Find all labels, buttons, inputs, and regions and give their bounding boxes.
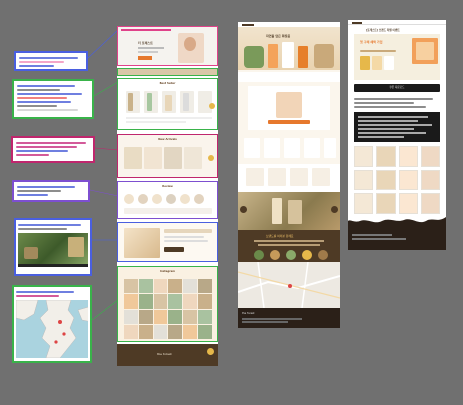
product-card[interactable] <box>354 193 374 214</box>
instagram-tile[interactable] <box>124 324 138 339</box>
next-arrow-icon[interactable] <box>208 155 214 161</box>
product-card[interactable] <box>398 193 418 214</box>
product-card[interactable] <box>376 193 396 214</box>
new-arrivals-section: New Arrivals <box>117 134 218 178</box>
instagram-tile[interactable] <box>153 309 168 324</box>
annotation-1 <box>14 51 88 71</box>
instagram-tile[interactable] <box>183 279 198 294</box>
footer-logo: the forest <box>157 352 172 356</box>
page-b-hero: 자연을 담은 화장품 <box>238 22 340 70</box>
instagram-tile[interactable] <box>124 309 138 324</box>
instagram-tile[interactable] <box>138 324 153 339</box>
instagram-tile[interactable] <box>153 324 168 339</box>
footer: the forest <box>117 344 218 366</box>
instagram-tile[interactable] <box>138 309 153 324</box>
product-card[interactable] <box>398 169 418 191</box>
instagram-tile[interactable] <box>168 324 183 339</box>
page-b-brand-heading: 브랜드를 여러분 함께요 <box>266 234 294 238</box>
page-c-product-grid <box>354 146 440 214</box>
instagram-tile[interactable] <box>183 294 198 309</box>
instagram-tile[interactable] <box>153 279 168 294</box>
page-b-footer: the forest <box>238 308 340 328</box>
page-b-hero-title: 자연을 담은 화장품 <box>266 34 291 38</box>
product-card[interactable] <box>420 193 440 214</box>
hero-label: 더 포레스트 <box>138 41 153 45</box>
page-c-banner-text: 첫 구매 혜택 가입 <box>360 40 383 44</box>
hero-section: 더 포레스트 <box>117 26 218 66</box>
product-card[interactable] <box>376 146 396 167</box>
best-seller-section: Best Seller <box>117 78 218 130</box>
instagram-tile[interactable] <box>198 279 212 294</box>
annotation-6 <box>12 285 92 363</box>
map-thumbnail[interactable] <box>16 300 88 358</box>
page-b-map[interactable] <box>238 262 340 308</box>
instagram-tile[interactable] <box>198 309 212 324</box>
top-button[interactable] <box>207 348 214 355</box>
instagram-tile[interactable] <box>153 294 168 309</box>
instagram-tile[interactable] <box>124 279 138 294</box>
page-c: [포레스트] 브랜드 특별 이벤트 첫 구매 혜택 가입 쿠폰 다운로드 <box>348 20 446 250</box>
page-c-banner: 첫 구매 혜택 가입 <box>354 34 440 80</box>
product-card[interactable] <box>398 146 418 167</box>
annotation-2 <box>12 79 94 119</box>
page-c-hero-title: [포레스트] 브랜드 특별 이벤트 <box>366 29 400 32</box>
instagram-tile[interactable] <box>124 294 138 309</box>
product-card[interactable] <box>354 146 374 167</box>
page-b-brand: 브랜드를 여러분 함께요 <box>238 230 340 262</box>
instagram-tile[interactable] <box>198 294 212 309</box>
instagram-tile[interactable] <box>168 279 183 294</box>
page-c-footer <box>348 215 446 250</box>
instagram-tile[interactable] <box>138 279 153 294</box>
instagram-tile[interactable] <box>138 294 153 309</box>
page-b: 자연을 담은 화장품 브랜드를 여러분 함께요 <box>238 22 340 328</box>
instagram-tile[interactable] <box>168 294 183 309</box>
center-page: 더 포레스트 Best Seller New Arrivals Review <box>117 26 218 366</box>
prev-arrow-icon[interactable] <box>240 206 247 213</box>
coupon-download-button[interactable]: 쿠폰 다운로드 <box>354 84 440 92</box>
video-thumbnail[interactable] <box>18 233 88 267</box>
instagram-tile[interactable] <box>168 309 183 324</box>
product-card[interactable] <box>354 169 374 191</box>
instagram-tile[interactable] <box>198 324 212 339</box>
page-b-carousel[interactable] <box>238 192 340 230</box>
next-arrow-icon[interactable] <box>209 103 215 109</box>
instagram-tile[interactable] <box>183 309 198 324</box>
instagram-section: Instagram <box>117 266 218 342</box>
product-card[interactable] <box>376 169 396 191</box>
next-arrow-icon[interactable] <box>331 206 338 213</box>
annotation-3 <box>11 136 95 163</box>
product-card[interactable] <box>420 146 440 167</box>
page-b-footer-logo: the forest <box>242 312 255 315</box>
review-section: Review <box>117 181 218 219</box>
feature-section <box>117 222 218 262</box>
page-c-info <box>354 112 440 142</box>
annotation-5 <box>14 218 92 276</box>
instagram-tile[interactable] <box>183 324 198 339</box>
product-card[interactable] <box>420 169 440 191</box>
annotation-4 <box>12 180 90 202</box>
